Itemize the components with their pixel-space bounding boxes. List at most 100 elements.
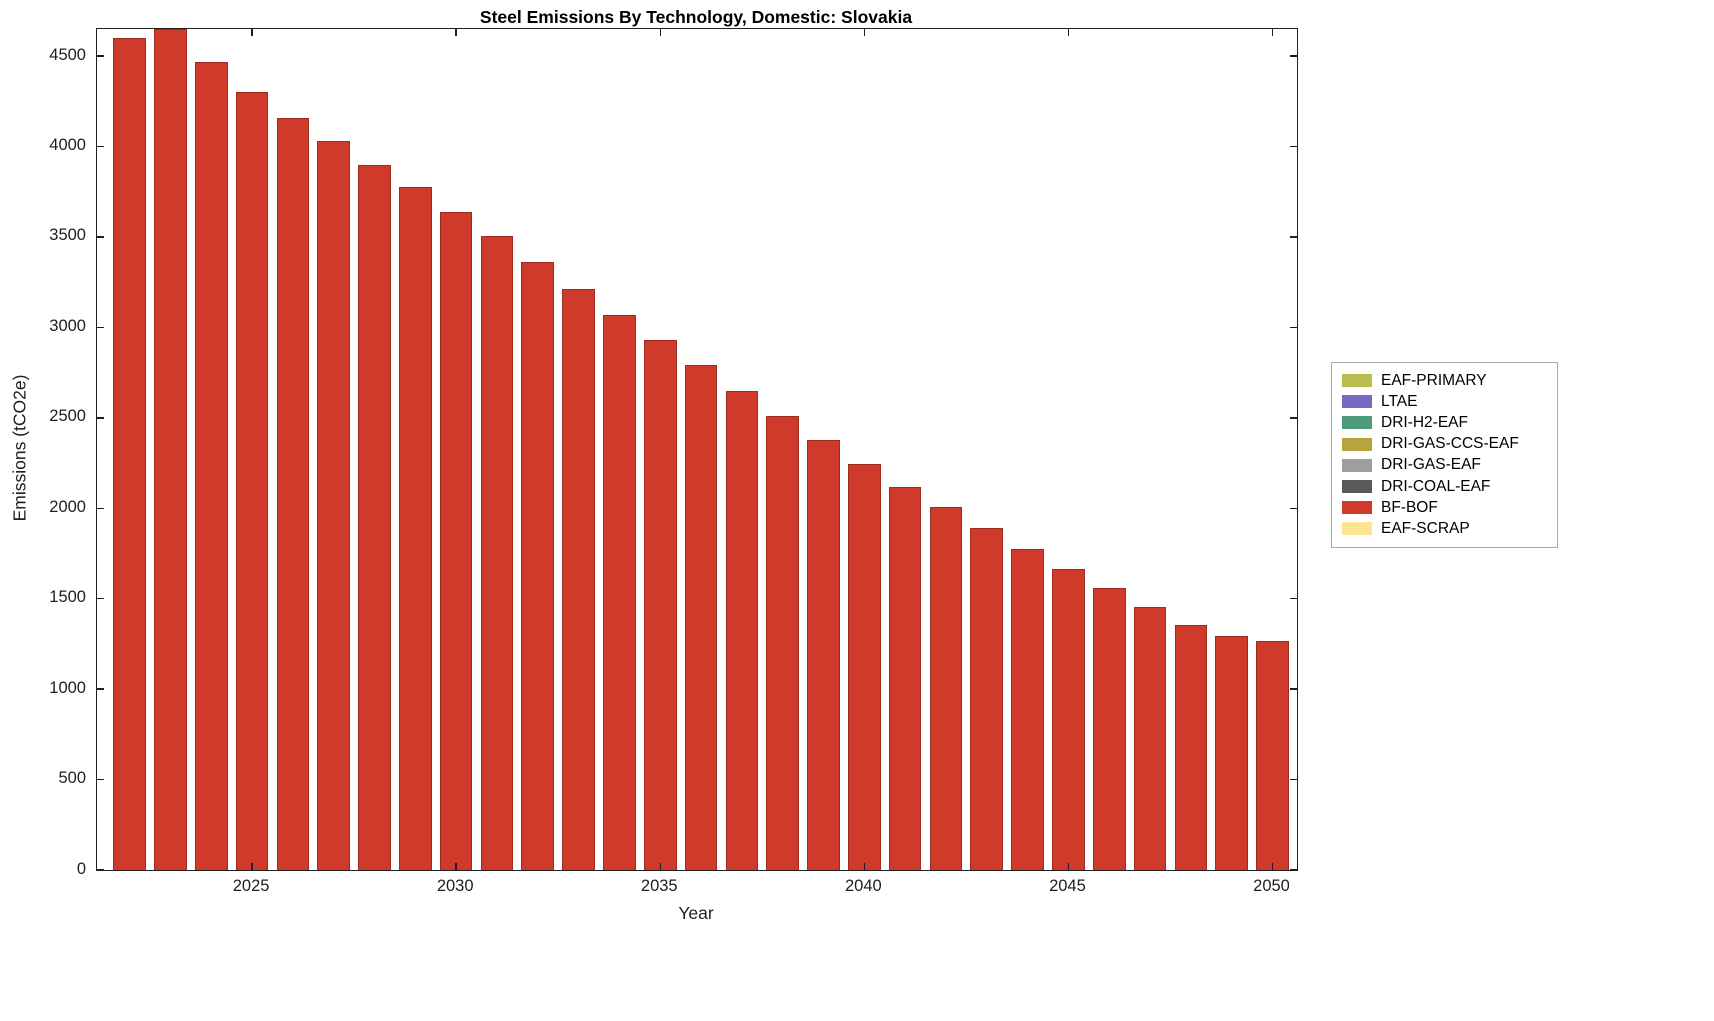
legend-swatch-eaf-scrap: [1342, 522, 1372, 536]
y-tick-2500: [97, 417, 104, 419]
legend-item-dri-coal-eaf: DRI-COAL-EAF: [1342, 476, 1551, 497]
bar-2028: [358, 164, 391, 870]
x-tick-label-2040: 2040: [844, 877, 882, 895]
legend-swatch-eaf-primary: [1342, 374, 1372, 388]
legend-swatch-dri-coal-eaf: [1342, 480, 1372, 494]
y-tick-1500: [97, 597, 104, 600]
x-tick-2050: [1271, 29, 1274, 36]
y-tick-label-2500: 2500: [49, 407, 86, 426]
x-tick-2040: [863, 863, 866, 870]
legend-label: LTAE: [1381, 392, 1418, 410]
y-tick-500: [1290, 778, 1297, 781]
y-tick-3500: [97, 236, 104, 238]
x-tick-2030: [455, 29, 457, 36]
y-tick-2500: [1290, 417, 1297, 419]
bar-2031: [480, 236, 514, 870]
y-tick-3000: [1290, 326, 1297, 329]
legend-label: EAF-PRIMARY: [1381, 371, 1487, 389]
x-tick-label-2030: 2030: [436, 877, 474, 895]
y-tick-4000: [1290, 145, 1297, 148]
x-tick-2025: [251, 29, 253, 36]
y-tick-0: [1290, 869, 1297, 871]
bar-2039: [807, 440, 840, 870]
y-tick-0: [97, 869, 104, 871]
y-tick-label-4000: 4000: [49, 136, 86, 155]
bar-2030: [439, 211, 473, 870]
x-tick-2030: [455, 863, 457, 870]
y-tick-label-4500: 4500: [49, 45, 86, 64]
legend-label: EAF-SCRAP: [1381, 519, 1470, 537]
y-tick-label-3500: 3500: [49, 226, 86, 245]
bar-2045: [1052, 568, 1085, 870]
bar-2033: [562, 288, 595, 870]
bar-2047: [1133, 606, 1167, 870]
legend-label: DRI-H2-EAF: [1381, 413, 1468, 431]
y-tick-4000: [97, 145, 104, 148]
legend-item-eaf-primary: EAF-PRIMARY: [1342, 370, 1551, 391]
x-tick-label-2025: 2025: [232, 877, 270, 895]
plot-area: [96, 28, 1298, 871]
x-tick-label-2050: 2050: [1253, 877, 1290, 895]
bar-2040: [848, 463, 881, 870]
legend-label: BF-BOF: [1381, 498, 1438, 516]
y-tick-1500: [1290, 597, 1297, 600]
bar-2023: [154, 29, 187, 870]
legend-swatch-dri-gas-eaf: [1342, 458, 1372, 472]
bar-2022: [113, 38, 146, 870]
legend-label: DRI-COAL-EAF: [1381, 477, 1491, 495]
legend-item-dri-h2-eaf: DRI-H2-EAF: [1342, 412, 1551, 433]
bar-2046: [1092, 587, 1126, 870]
legend-item-dri-gas-ccs-eaf: DRI-GAS-CCS-EAF: [1342, 434, 1551, 455]
bar-2038: [766, 416, 800, 870]
x-tick-2025: [251, 863, 253, 870]
y-tick-500: [97, 778, 104, 781]
legend-item-ltae: LTAE: [1342, 391, 1551, 412]
y-tick-3500: [1290, 236, 1297, 238]
y-tick-1000: [97, 688, 104, 690]
legend-swatch-dri-gas-ccs-eaf: [1342, 437, 1372, 451]
y-tick-label-3000: 3000: [49, 316, 86, 335]
bar-2048: [1174, 624, 1208, 870]
x-tick-label-2045: 2045: [1049, 877, 1086, 895]
y-tick-label-0: 0: [76, 859, 86, 878]
x-axis-label: Year: [678, 903, 714, 923]
x-tick-label-2035: 2035: [640, 877, 678, 895]
bar-2032: [521, 262, 555, 870]
bar-2050: [1256, 641, 1289, 870]
bar-2044: [1011, 548, 1044, 870]
legend: EAF-PRIMARY LTAE DRI-H2-EAF DRI-GAS-CCS-EAF…: [1331, 362, 1558, 548]
x-tick-2045: [1067, 29, 1070, 36]
bar-2025: [235, 92, 269, 870]
x-tick-2050: [1271, 863, 1274, 870]
x-tick-2045: [1067, 863, 1070, 870]
y-tick-4500: [97, 55, 104, 57]
y-tick-label-500: 500: [58, 769, 86, 788]
chart-title: Steel Emissions By Technology, Domestic:…: [479, 7, 913, 27]
bar-2035: [643, 340, 677, 870]
bar-2049: [1215, 635, 1248, 870]
bar-2042: [929, 507, 963, 870]
x-tick-2035: [659, 29, 661, 36]
bar-2027: [317, 141, 351, 870]
y-tick-label-2000: 2000: [49, 497, 86, 516]
legend-swatch-ltae: [1342, 395, 1372, 409]
bar-2034: [603, 314, 636, 870]
legend-label: DRI-GAS-EAF: [1381, 456, 1481, 474]
bar-2029: [399, 187, 432, 870]
y-tick-3000: [97, 326, 104, 329]
y-tick-2000: [97, 507, 104, 510]
bar-2041: [888, 486, 922, 870]
legend-swatch-dri-h2-eaf: [1342, 416, 1372, 430]
x-tick-2040: [863, 29, 866, 36]
y-tick-2000: [1290, 507, 1297, 510]
bar-2024: [194, 62, 228, 870]
y-tick-1000: [1290, 688, 1297, 690]
bar-2036: [684, 365, 718, 870]
legend-item-dri-gas-eaf: DRI-GAS-EAF: [1342, 455, 1551, 476]
x-tick-2035: [659, 863, 661, 870]
bar-2026: [276, 117, 310, 870]
legend-swatch-bf-bof: [1342, 501, 1372, 515]
y-tick-4500: [1290, 55, 1297, 57]
legend-label: DRI-GAS-CCS-EAF: [1381, 435, 1519, 453]
